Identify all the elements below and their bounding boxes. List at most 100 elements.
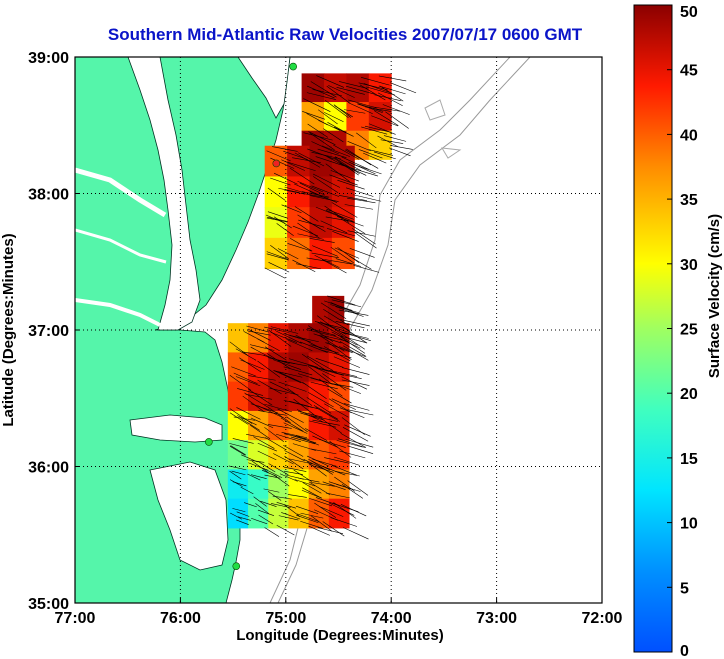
velocity-arrow [326,228,356,237]
velocity-arrow [352,228,376,245]
velocity-arrow [357,103,383,114]
velocity-arrow [312,419,340,426]
velocity-arrow [276,223,294,236]
velocity-arrow [364,125,392,133]
x-axis-label: Longitude (Degrees:Minutes) [236,627,444,644]
velocity-arrow [342,427,369,442]
velocity-arrow [264,267,286,279]
velocity-arrow [308,364,336,377]
velocity-arrow [383,135,407,142]
velocity-arrow [289,400,318,410]
velocity-arrow [366,86,395,96]
velocity-arrow [302,487,322,499]
velocity-arrow [253,496,267,507]
velocity-arrow [324,205,350,223]
velocity-arrow [319,506,344,517]
velocity-arrow [229,443,247,449]
velocity-arrow [264,427,285,442]
velocity-arrow [310,377,339,387]
velocity-arrow [329,440,352,458]
velocity-arrow [348,102,373,115]
velocity-arrow [312,245,338,257]
velocity-arrow [309,238,335,243]
velocity-arrow [297,222,320,239]
velocity-arrow [266,251,289,260]
velocity-arrow [341,156,369,170]
velocity-arrow [249,424,271,440]
velocity-arrow [307,461,327,477]
velocity-arrow [323,346,351,362]
velocity-arrow [239,357,262,373]
colorbar-tick-label: 35 [680,192,698,209]
velocity-arrow [289,237,313,252]
velocity-arrow [284,186,306,194]
velocity-arrow [311,252,340,259]
velocity-arrow [389,147,411,157]
velocity-arrow [337,247,360,264]
velocity-arrow [333,456,360,466]
velocity-arrow [324,100,349,118]
velocity-cell [227,440,249,470]
velocity-arrow [287,388,313,406]
velocity-arrow [260,500,277,507]
velocity-cell [227,498,249,529]
velocity-arrow [325,382,354,388]
velocity-arrow [294,479,316,487]
velocity-arrow [335,156,362,172]
velocity-cell [331,207,355,239]
velocity-arrow [284,450,305,462]
y-axis-ticks: 35:00 36:00 37:00 38:00 39:00 [28,50,80,613]
velocity-arrow [382,104,410,115]
velocity-arrow [297,513,320,523]
velocity-cell [308,469,330,500]
colorbar-tick-label: 10 [680,516,698,533]
velocity-arrow [314,254,340,268]
velocity-arrow [374,94,402,102]
velocity-arrow [329,174,358,186]
velocity-arrow [308,497,333,507]
velocity-arrow [249,344,275,351]
james-river [75,298,161,327]
velocity-arrow [241,418,260,431]
velocity-arrow [337,179,365,190]
velocity-arrow [300,412,325,421]
velocity-arrow [284,189,306,195]
velocity-arrow [322,481,346,490]
velocity-arrow [316,75,345,88]
velocity-arrow [250,474,267,479]
velocity-cell [264,237,288,270]
velocity-arrow [327,388,352,404]
velocity-arrow [289,167,315,185]
velocity-arrow [330,302,359,315]
velocity-arrow [270,326,299,334]
velocity-arrow [257,360,281,378]
velocity-arrow [333,144,360,160]
velocity-arrow [310,515,333,532]
velocity-arrow [246,459,265,463]
velocity-arrow [273,172,298,185]
velocity-arrow [390,145,413,150]
velocity-arrow [240,486,254,495]
velocity-arrow [291,435,317,444]
velocity-arrow [267,211,289,219]
velocity-arrow [240,359,265,370]
velocity-arrow [287,161,316,172]
velocity-arrow [277,408,304,423]
velocity-cell [287,237,311,270]
velocity-arrow [339,341,366,357]
velocity-arrow [244,392,268,408]
velocity-arrow [291,436,316,445]
velocity-arrow [340,332,365,350]
velocity-arrow [308,131,336,146]
velocity-arrow [229,374,252,391]
velocity-arrow [248,462,268,471]
colorbar-tick-label: 15 [680,451,698,468]
velocity-arrow [246,325,269,333]
velocity-arrow [328,398,352,414]
x-tick-label: 77:00 [55,610,96,627]
velocity-arrow [297,214,321,230]
velocity-cell [248,498,269,529]
velocity-arrow [270,177,291,186]
velocity-arrow [236,511,250,517]
velocity-arrow [248,389,273,406]
